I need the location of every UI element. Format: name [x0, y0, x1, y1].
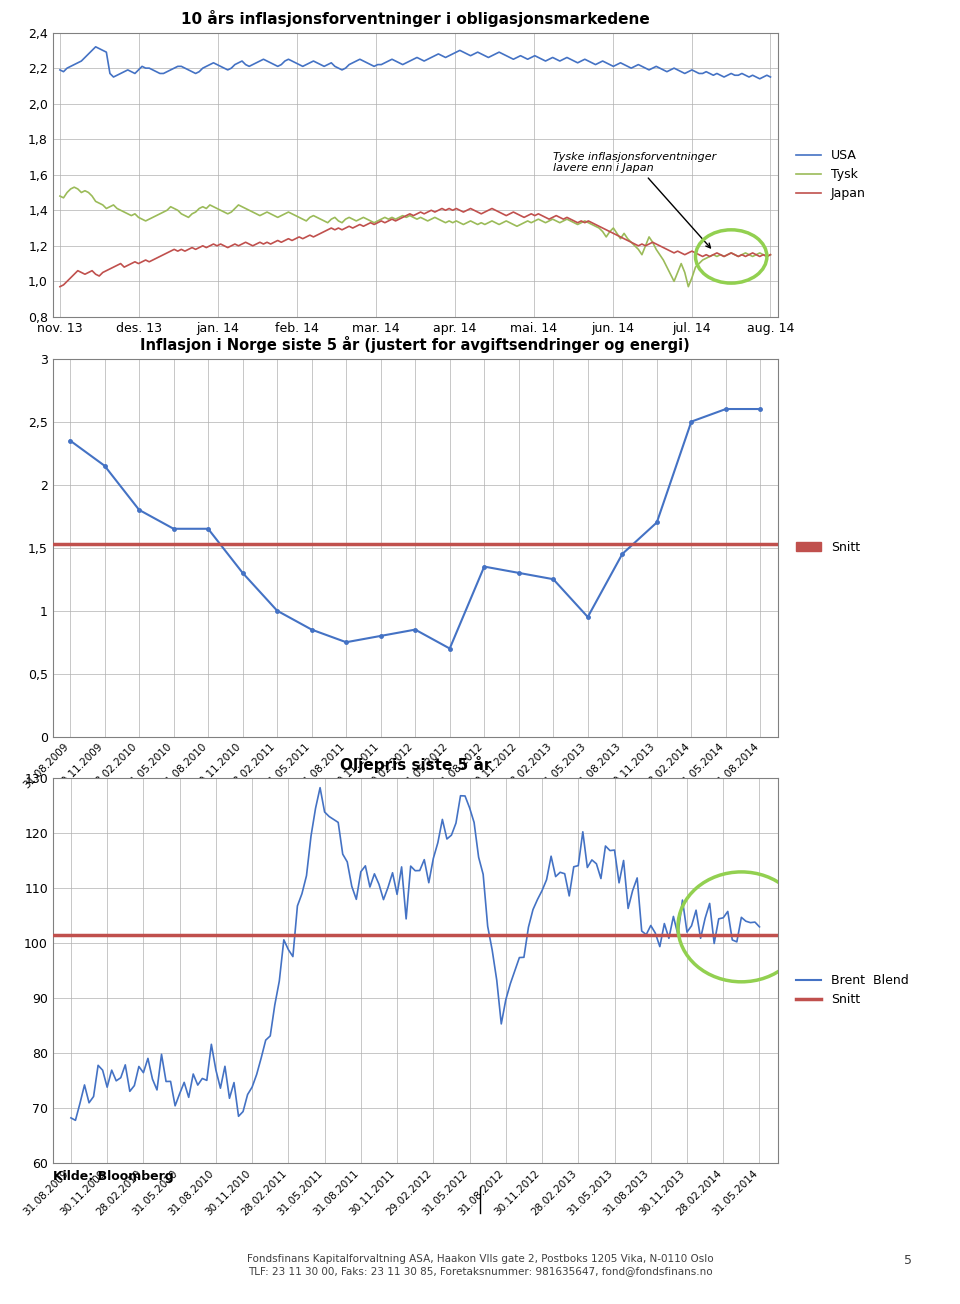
Japan	[765, 246, 777, 262]
Japan	[83, 265, 94, 280]
Tysk	[711, 249, 723, 265]
Legend: USA, Tysk, Japan: USA, Tysk, Japan	[791, 143, 871, 206]
Tysk	[190, 205, 202, 220]
Line: Japan: Japan	[60, 209, 771, 287]
Tysk	[736, 246, 748, 262]
USA	[754, 70, 765, 86]
Tysk	[101, 201, 112, 216]
USA	[101, 44, 112, 60]
Tysk	[86, 188, 98, 203]
Tysk	[247, 205, 258, 220]
USA	[90, 39, 102, 55]
Text: Tyske inflasjonsforventninger
lavere enn i Japan: Tyske inflasjonsforventninger lavere enn…	[553, 151, 716, 248]
USA	[732, 68, 744, 83]
USA	[765, 69, 777, 85]
Title: 10 års inflasjonsforventninger i obligasjonsmarkedene: 10 års inflasjonsforventninger i obligas…	[180, 10, 650, 27]
USA	[708, 68, 719, 83]
Japan	[54, 279, 65, 295]
Japan	[708, 246, 719, 262]
Title: Inflasjon i Norge siste 5 år (justert for avgiftsendringer og energi): Inflasjon i Norge siste 5 år (justert fo…	[140, 336, 690, 353]
Japan	[436, 201, 447, 216]
USA	[54, 63, 65, 78]
Title: Oljepris siste 5 år: Oljepris siste 5 år	[340, 756, 491, 773]
Japan	[97, 265, 108, 280]
Japan	[244, 236, 255, 252]
USA	[83, 46, 94, 61]
Tysk	[68, 180, 80, 196]
Japan	[732, 249, 744, 265]
Line: Tysk: Tysk	[60, 188, 771, 287]
Legend: Snitt: Snitt	[791, 536, 865, 559]
Text: Kilde: Bloomberg: Kilde: Bloomberg	[53, 1170, 174, 1183]
Tysk	[54, 188, 65, 203]
USA	[190, 65, 202, 81]
Tysk	[683, 279, 694, 295]
USA	[247, 57, 258, 73]
Tysk	[765, 246, 777, 262]
Legend: Brent  Blend, Snitt: Brent Blend, Snitt	[791, 969, 914, 1011]
Text: 5: 5	[904, 1254, 912, 1267]
Line: USA: USA	[60, 47, 771, 78]
Text: Fondsfinans Kapitalforvaltning ASA, Haakon VIIs gate 2, Postboks 1205 Vika, N-01: Fondsfinans Kapitalforvaltning ASA, Haak…	[247, 1254, 713, 1277]
Japan	[186, 240, 198, 256]
